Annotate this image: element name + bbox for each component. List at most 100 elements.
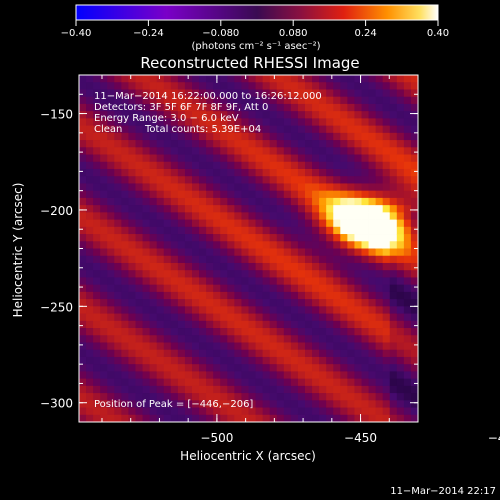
heatmap-cell <box>255 328 264 336</box>
heatmap-cell <box>163 349 172 358</box>
heatmap-cell <box>410 234 418 242</box>
heatmap-cell <box>121 176 129 184</box>
heatmap-cell <box>206 168 214 177</box>
heatmap-cell <box>389 378 398 387</box>
heatmap-cell <box>361 407 369 416</box>
heatmap-cell <box>290 226 299 235</box>
heatmap-cell <box>403 161 412 170</box>
heatmap-cell <box>276 234 285 242</box>
heatmap-cell <box>340 342 348 351</box>
heatmap-cell <box>389 241 398 249</box>
heatmap-cell <box>107 197 115 206</box>
heatmap-cell <box>340 103 348 112</box>
heatmap-cell <box>297 96 306 105</box>
heatmap-cell <box>79 161 87 170</box>
heatmap-cell <box>403 190 412 199</box>
heatmap-cell <box>93 335 101 343</box>
heatmap-cell <box>114 205 122 213</box>
heatmap-cell <box>149 89 158 98</box>
heatmap-cell <box>107 140 115 148</box>
heatmap-cell <box>86 219 94 228</box>
heatmap-cell <box>255 313 264 322</box>
heatmap-cell <box>347 306 355 314</box>
heatmap-cell <box>269 205 278 213</box>
heatmap-cell <box>248 335 256 343</box>
heatmap-cell <box>220 328 228 336</box>
annotation-energy-range: Energy Range: 3.0 − 6.0 keV <box>94 113 239 124</box>
heatmap-cell <box>333 291 341 300</box>
heatmap-cell <box>375 140 384 148</box>
heatmap-cell <box>121 284 129 293</box>
heatmap-cell <box>86 400 94 408</box>
heatmap-cell <box>361 378 369 387</box>
heatmap-cell <box>114 393 122 401</box>
heatmap-cell <box>312 270 320 278</box>
heatmap-cell <box>79 212 87 220</box>
heatmap-cell <box>184 89 193 98</box>
heatmap-cell <box>135 342 143 351</box>
heatmap-cell <box>269 335 278 343</box>
heatmap-cell <box>326 147 334 155</box>
heatmap-cell <box>347 132 355 141</box>
heatmap-cell <box>170 335 179 343</box>
heatmap-cell <box>213 248 221 257</box>
heatmap-cell <box>163 255 172 264</box>
heatmap-cell <box>234 111 242 119</box>
heatmap-cell <box>368 190 377 199</box>
heatmap-cell <box>368 371 377 380</box>
heatmap-cell <box>248 349 256 358</box>
heatmap-cell <box>220 335 228 343</box>
heatmap-cell <box>290 161 299 170</box>
heatmap-cell <box>241 299 249 307</box>
heatmap-cell <box>389 125 398 134</box>
heatmap-cell <box>283 414 292 422</box>
heatmap-cell <box>163 226 172 235</box>
heatmap-cell <box>248 270 256 278</box>
heatmap-cell <box>220 212 228 220</box>
heatmap-cell <box>361 89 369 98</box>
heatmap-cell <box>170 407 179 416</box>
heatmap-cell <box>234 154 242 163</box>
heatmap-cell <box>86 248 94 257</box>
heatmap-cell <box>326 328 334 336</box>
heatmap-cell <box>184 378 193 387</box>
heatmap-cell <box>213 378 221 387</box>
heatmap-cell <box>319 270 327 278</box>
heatmap-cell <box>149 364 158 372</box>
heatmap-cell <box>79 176 87 184</box>
heatmap-cell <box>276 96 285 105</box>
chart-title: Reconstructed RHESSI Image <box>140 54 359 72</box>
heatmap-cell <box>262 299 271 307</box>
heatmap-cell <box>192 212 200 220</box>
heatmap-cell <box>368 349 377 358</box>
heatmap-cell <box>86 118 94 127</box>
heatmap-cell <box>93 205 101 213</box>
heatmap-cell <box>255 118 264 127</box>
heatmap-cell <box>340 168 348 177</box>
heatmap-cell <box>375 277 384 286</box>
heatmap-cell <box>326 407 334 416</box>
heatmap-cell <box>177 335 186 343</box>
heatmap-cell <box>354 328 362 336</box>
heatmap-cell <box>192 132 200 141</box>
heatmap-cell <box>220 89 228 98</box>
heatmap-cell <box>347 328 355 336</box>
heatmap-cell <box>128 176 136 184</box>
heatmap-cell <box>100 176 108 184</box>
heatmap-cell <box>305 335 313 343</box>
heatmap-cell <box>234 277 242 286</box>
heatmap-cell <box>121 385 129 394</box>
heatmap-cell <box>283 393 292 401</box>
heatmap-cell <box>361 306 369 314</box>
heatmap-cell <box>396 132 405 141</box>
heatmap-cell <box>241 103 249 112</box>
heatmap-cell <box>114 284 122 293</box>
heatmap-cell <box>79 190 87 199</box>
heatmap-cell <box>283 364 292 372</box>
heatmap-cell <box>262 342 271 351</box>
heatmap-cell <box>347 176 355 184</box>
heatmap-cell <box>326 190 334 199</box>
heatmap-cell <box>361 132 369 141</box>
heatmap-cell <box>206 183 214 192</box>
